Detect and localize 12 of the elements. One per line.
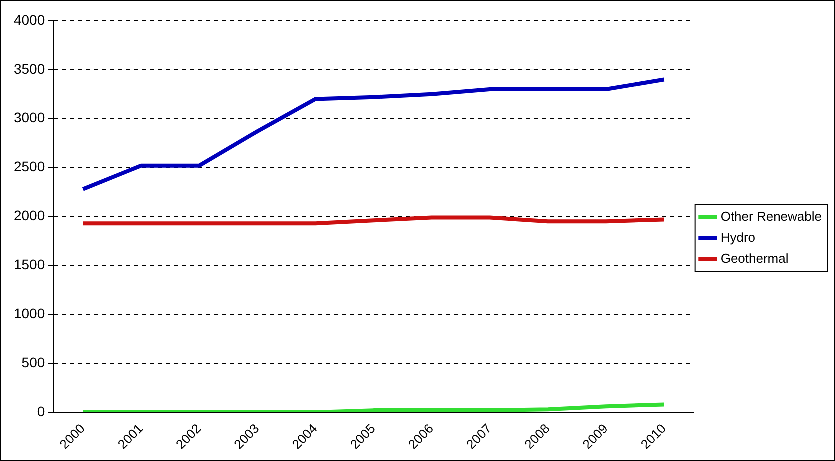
y-tick-label: 2000 (14, 208, 46, 224)
legend-label: Geothermal (720, 251, 789, 266)
y-tick-label: 1500 (14, 256, 46, 273)
legend-label: Hydro (720, 230, 756, 246)
y-tick-label: 2500 (14, 158, 46, 175)
y-tick-label: 0 (37, 403, 46, 420)
y-tick-label: 3500 (14, 60, 46, 77)
y-tick-label: 1000 (14, 306, 46, 322)
y-tick-label: 4000 (14, 12, 46, 28)
legend-label: Other Renewable (720, 209, 822, 224)
y-tick-label: 3000 (14, 110, 46, 126)
y-tick-label: 500 (22, 354, 46, 370)
